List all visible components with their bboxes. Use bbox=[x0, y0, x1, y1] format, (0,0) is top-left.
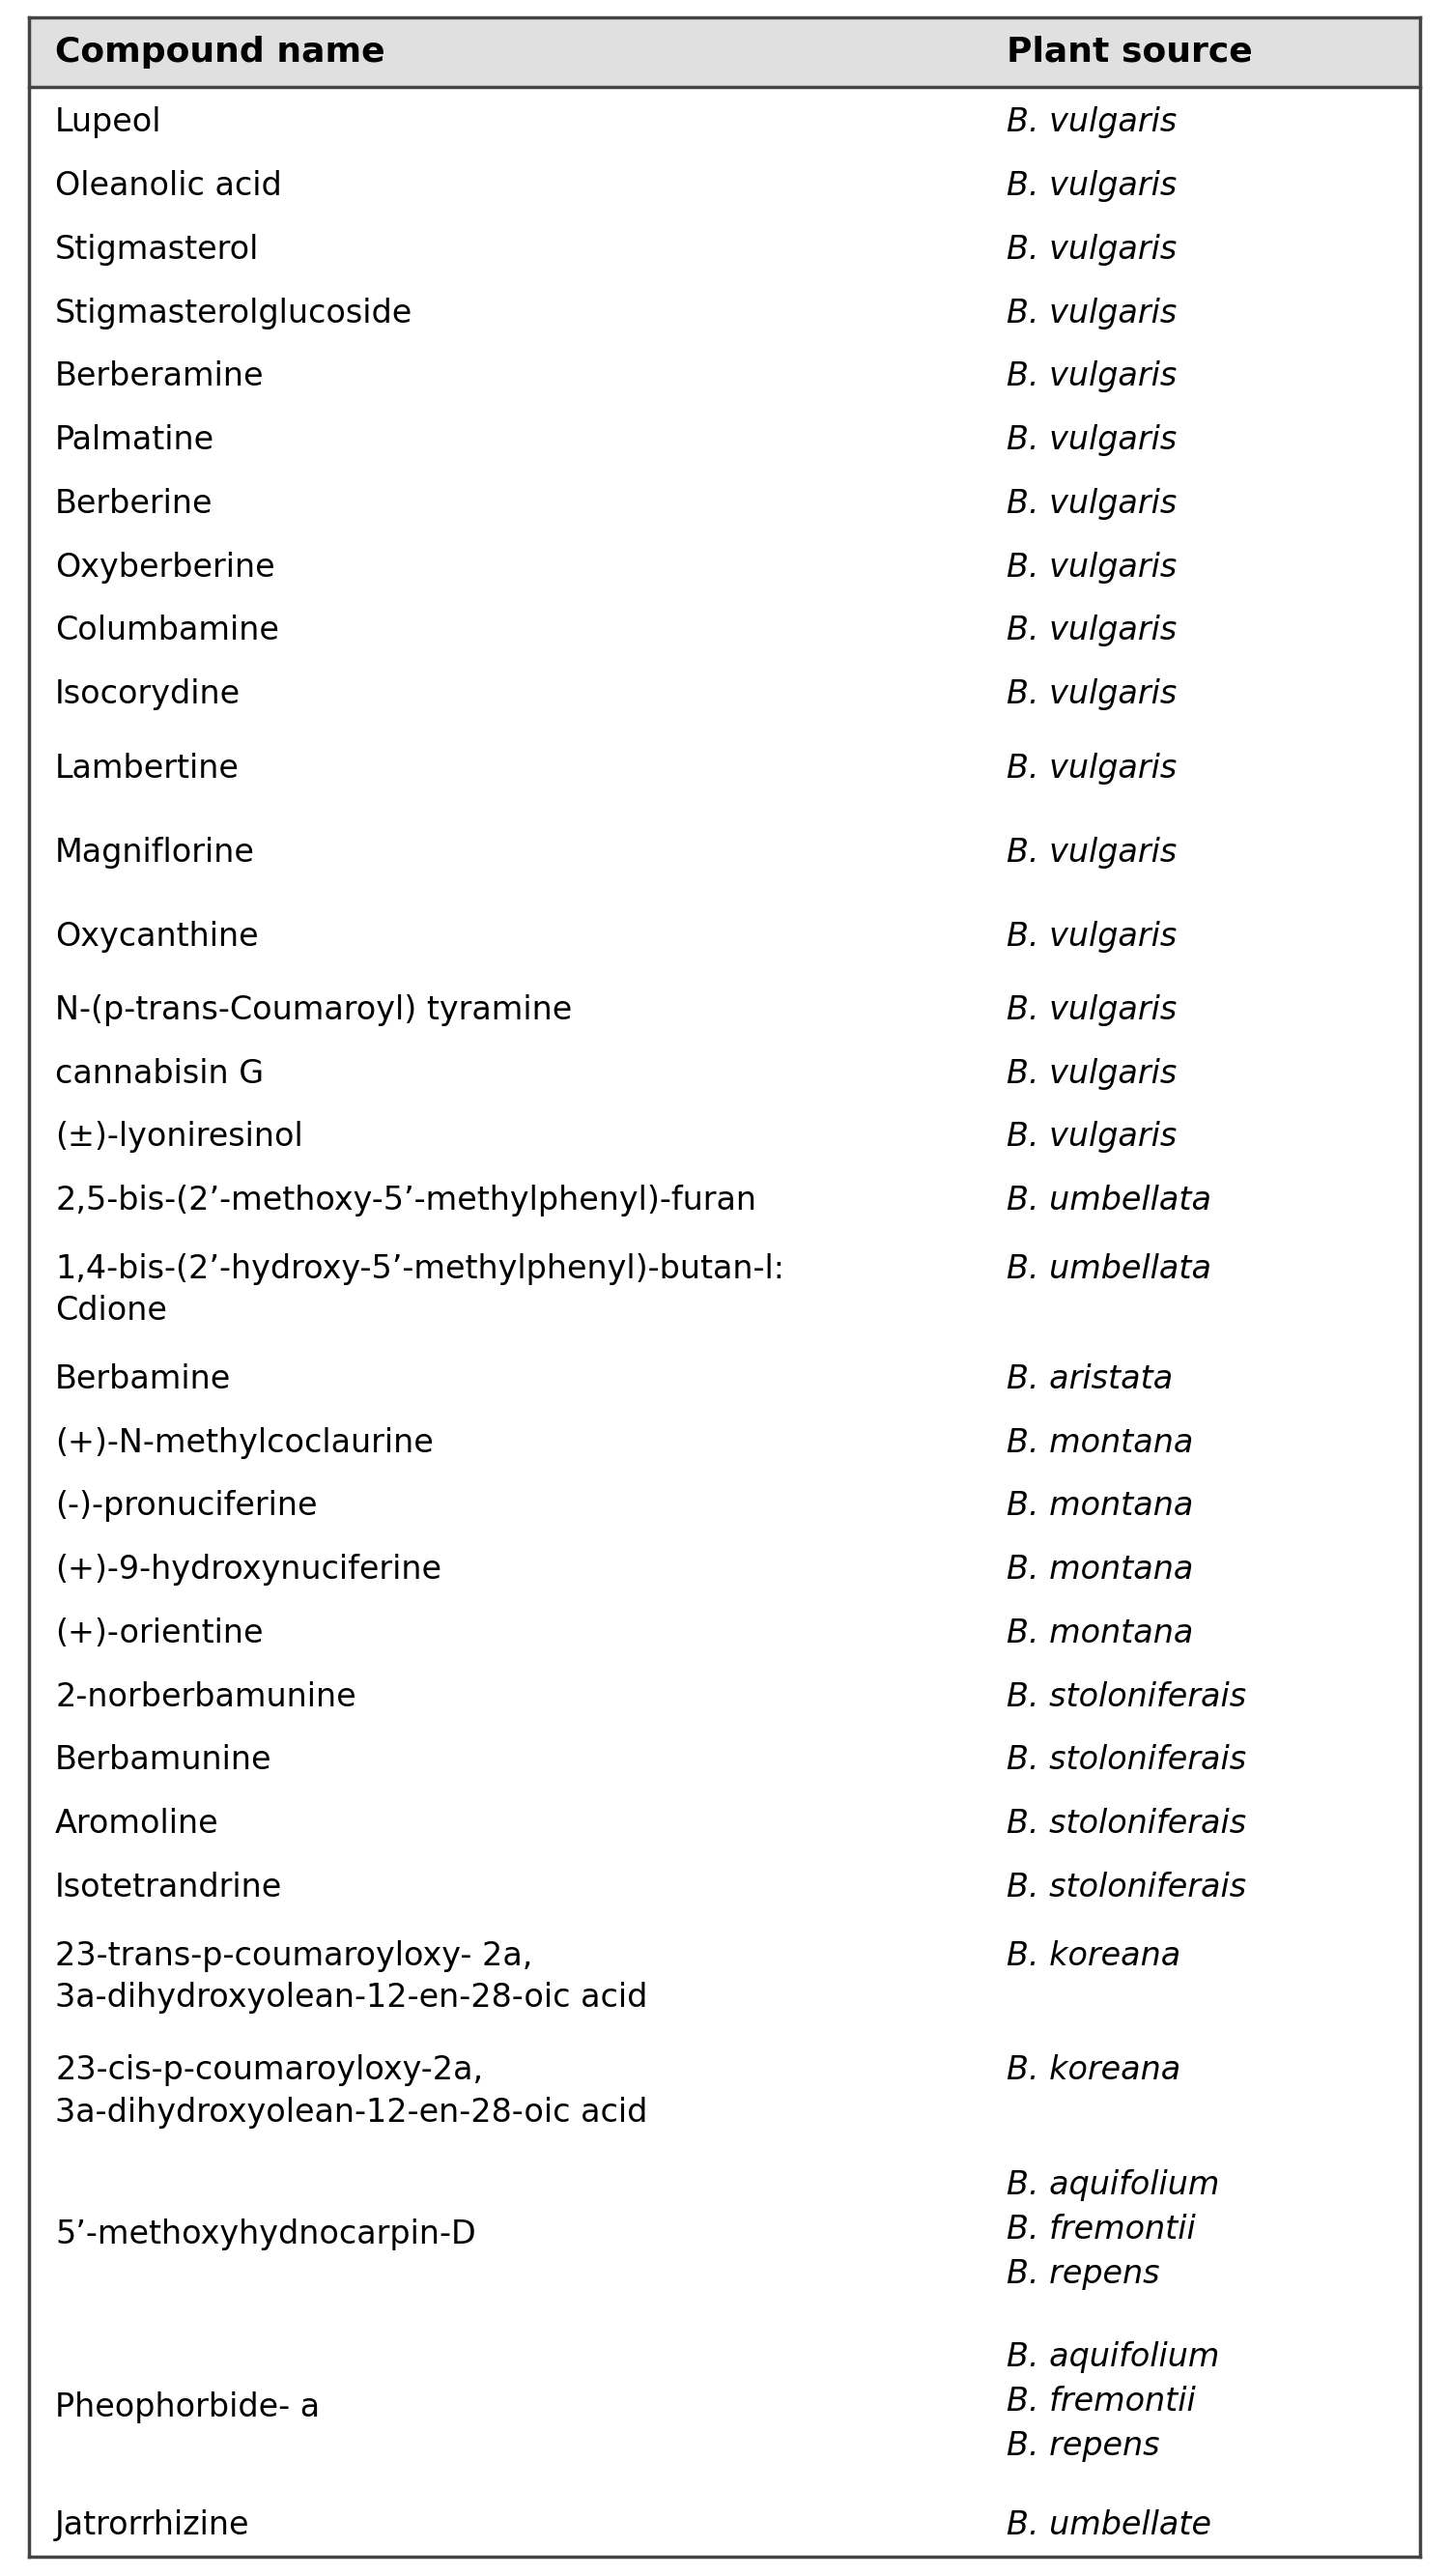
Text: Isotetrandrine: Isotetrandrine bbox=[55, 1873, 283, 1904]
Text: B. vulgaris: B. vulgaris bbox=[1007, 1121, 1177, 1154]
Text: Oleanolic acid: Oleanolic acid bbox=[55, 170, 281, 201]
Text: B. stoloniferais: B. stoloniferais bbox=[1007, 1873, 1246, 1904]
Text: B. montana: B. montana bbox=[1007, 1427, 1194, 1458]
Text: B. stoloniferais: B. stoloniferais bbox=[1007, 1808, 1246, 1839]
Text: B. aquifolium
B. fremontii
B. repens: B. aquifolium B. fremontii B. repens bbox=[1007, 2169, 1220, 2290]
Text: 2,5-bis-(2’-methoxy-5’-methylphenyl)-furan: 2,5-bis-(2’-methoxy-5’-methylphenyl)-fur… bbox=[55, 1185, 756, 1216]
Text: B. vulgaris: B. vulgaris bbox=[1007, 752, 1177, 783]
Text: Magniflorine: Magniflorine bbox=[55, 837, 255, 868]
Text: Compound name: Compound name bbox=[55, 36, 385, 70]
Text: Palmatine: Palmatine bbox=[55, 425, 214, 456]
Text: (±)-lyoniresinol: (±)-lyoniresinol bbox=[55, 1121, 303, 1154]
Text: B. vulgaris: B. vulgaris bbox=[1007, 1059, 1177, 1090]
Text: Pheophorbide- a: Pheophorbide- a bbox=[55, 2391, 320, 2424]
Text: Berberine: Berberine bbox=[55, 487, 213, 520]
Text: 23-trans-p-coumaroyloxy- 2a,
3a-dihydroxyolean-12-en-28-oic acid: 23-trans-p-coumaroyloxy- 2a, 3a-dihydrox… bbox=[55, 1940, 648, 2014]
Text: B. vulgaris: B. vulgaris bbox=[1007, 106, 1177, 139]
Text: Lambertine: Lambertine bbox=[55, 752, 239, 783]
Text: B. vulgaris: B. vulgaris bbox=[1007, 920, 1177, 953]
Text: 5’-methoxyhydnocarpin-D: 5’-methoxyhydnocarpin-D bbox=[55, 2218, 475, 2251]
Text: Plant source: Plant source bbox=[1007, 36, 1253, 70]
Text: B. vulgaris: B. vulgaris bbox=[1007, 296, 1177, 330]
Text: 2-norberbamunine: 2-norberbamunine bbox=[55, 1682, 356, 1713]
Text: B. vulgaris: B. vulgaris bbox=[1007, 994, 1177, 1025]
Text: B. koreana: B. koreana bbox=[1007, 1940, 1181, 1971]
Text: B. umbellate: B. umbellate bbox=[1007, 2509, 1211, 2540]
Text: B. vulgaris: B. vulgaris bbox=[1007, 425, 1177, 456]
Text: B. montana: B. montana bbox=[1007, 1553, 1194, 1587]
Text: B. koreana: B. koreana bbox=[1007, 2056, 1181, 2087]
Text: Berbamunine: Berbamunine bbox=[55, 1744, 272, 1777]
Text: Stigmasterolglucoside: Stigmasterolglucoside bbox=[55, 296, 413, 330]
Text: B. vulgaris: B. vulgaris bbox=[1007, 487, 1177, 520]
Text: B. vulgaris: B. vulgaris bbox=[1007, 551, 1177, 582]
Text: (+)-orientine: (+)-orientine bbox=[55, 1618, 264, 1649]
Text: B. montana: B. montana bbox=[1007, 1618, 1194, 1649]
Text: B. umbellata: B. umbellata bbox=[1007, 1252, 1211, 1285]
Text: (+)-N-methylcoclaurine: (+)-N-methylcoclaurine bbox=[55, 1427, 433, 1458]
Text: Columbamine: Columbamine bbox=[55, 616, 280, 647]
Text: B. montana: B. montana bbox=[1007, 1492, 1194, 1522]
Text: cannabisin G: cannabisin G bbox=[55, 1059, 264, 1090]
Text: Oxycanthine: Oxycanthine bbox=[55, 920, 258, 953]
Text: (-)-pronuciferine: (-)-pronuciferine bbox=[55, 1492, 317, 1522]
Text: B. aquifolium
B. fremontii
B. repens: B. aquifolium B. fremontii B. repens bbox=[1007, 2342, 1220, 2463]
Text: Jatrorrhizine: Jatrorrhizine bbox=[55, 2509, 249, 2540]
Text: Isocorydine: Isocorydine bbox=[55, 677, 241, 711]
Text: B. umbellata: B. umbellata bbox=[1007, 1185, 1211, 1216]
Text: B. vulgaris: B. vulgaris bbox=[1007, 677, 1177, 711]
Text: B. vulgaris: B. vulgaris bbox=[1007, 361, 1177, 392]
Text: Berbamine: Berbamine bbox=[55, 1363, 232, 1396]
Text: B. vulgaris: B. vulgaris bbox=[1007, 170, 1177, 201]
Text: Stigmasterol: Stigmasterol bbox=[55, 234, 259, 265]
Text: 1,4-bis-(2’-hydroxy-5’-methylphenyl)-butan-l:
Cdione: 1,4-bis-(2’-hydroxy-5’-methylphenyl)-but… bbox=[55, 1252, 784, 1327]
Text: B. stoloniferais: B. stoloniferais bbox=[1007, 1744, 1246, 1777]
Text: Berberamine: Berberamine bbox=[55, 361, 264, 392]
Text: Lupeol: Lupeol bbox=[55, 106, 162, 139]
Text: B. aristata: B. aristata bbox=[1007, 1363, 1174, 1396]
Text: Oxyberberine: Oxyberberine bbox=[55, 551, 275, 582]
Text: Aromoline: Aromoline bbox=[55, 1808, 219, 1839]
Text: (+)-9-hydroxynuciferine: (+)-9-hydroxynuciferine bbox=[55, 1553, 442, 1587]
Bar bbox=[29, 18, 1420, 88]
Text: B. vulgaris: B. vulgaris bbox=[1007, 616, 1177, 647]
Text: 23-cis-p-coumaroyloxy-2a,
3a-dihydroxyolean-12-en-28-oic acid: 23-cis-p-coumaroyloxy-2a, 3a-dihydroxyol… bbox=[55, 2056, 648, 2128]
Text: B. vulgaris: B. vulgaris bbox=[1007, 234, 1177, 265]
Text: B. stoloniferais: B. stoloniferais bbox=[1007, 1682, 1246, 1713]
Text: B. vulgaris: B. vulgaris bbox=[1007, 837, 1177, 868]
Text: N-(p-trans-Coumaroyl) tyramine: N-(p-trans-Coumaroyl) tyramine bbox=[55, 994, 572, 1025]
